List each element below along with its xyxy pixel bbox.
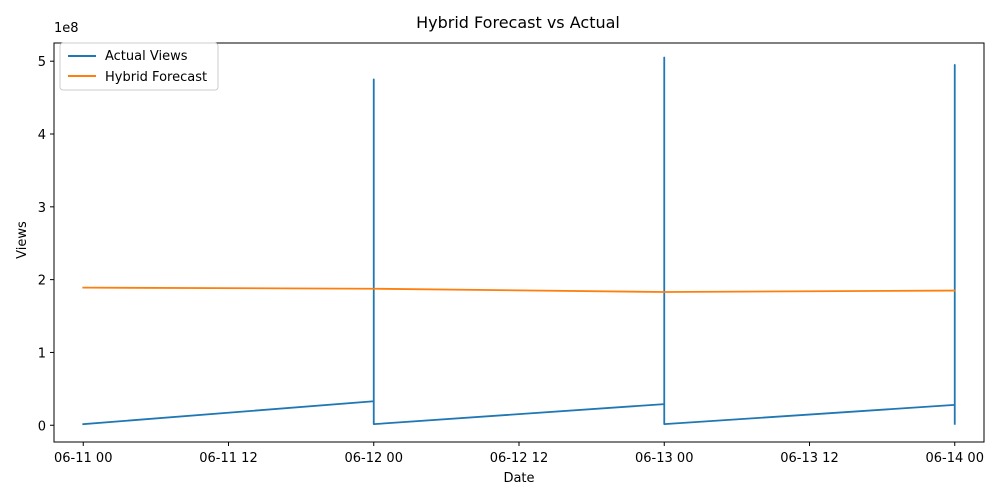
legend-box [59,42,219,91]
legend: Actual Views Hybrid Forecast [59,42,219,91]
y-tick-label: 3 [38,201,46,216]
x-tick-label: 06-13 12 [780,451,838,466]
x-tick-label: 06-13 00 [635,451,693,466]
y-tick-label: 5 [38,55,46,70]
x-tick-label: 06-11 00 [54,451,112,466]
x-tick-label: 06-12 12 [490,451,548,466]
series-line-hybrid-forecast [82,286,956,293]
x-tick-label: 06-12 00 [345,451,403,466]
y-axis-label: Views [15,221,30,259]
y-tick-label: 2 [38,274,46,289]
legend-label-hybrid-forecast: Hybrid Forecast [105,70,207,85]
legend-label-actual-views: Actual Views [105,49,188,64]
y-tick-label: 1 [38,346,46,361]
x-axis-ticks: 06-11 00 06-11 12 06-12 00 06-12 12 06-13 00… [54,442,984,466]
plot-frame [53,42,985,443]
y-axis-ticks: 0 1 2 3 4 5 [38,55,54,434]
y-tick-label: 0 [38,419,46,434]
x-tick-label: 06-11 12 [199,451,257,466]
x-axis-label: Date [503,471,534,486]
y-tick-label: 4 [38,128,46,143]
series-layer [82,56,956,426]
series-line-actual-views [82,56,956,426]
y-axis-offset-label: 1e8 [54,21,79,36]
x-tick-label: 06-14 00 [926,451,984,466]
chart-title: Hybrid Forecast vs Actual [416,13,620,32]
